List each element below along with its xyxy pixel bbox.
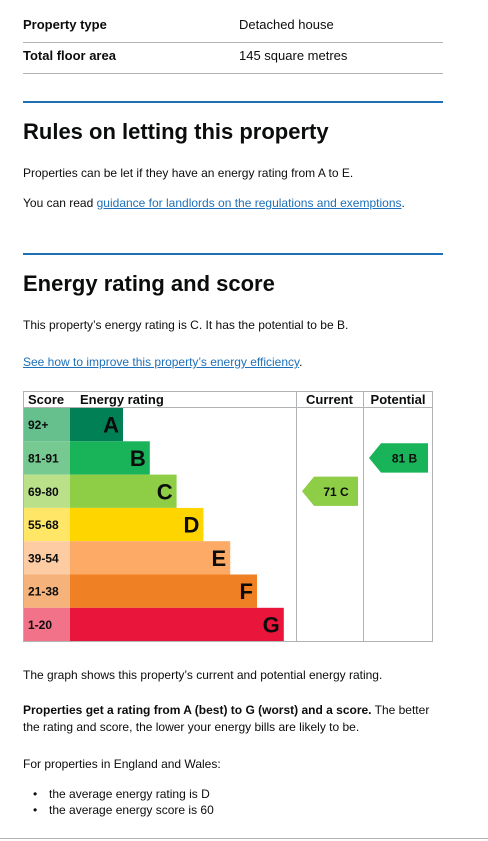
improve-suffix: . [299, 355, 303, 369]
band-range-bg [23, 408, 70, 442]
footer-divider [0, 838, 488, 839]
band-letter: E [212, 546, 227, 571]
potential-rating-label: 81 B [392, 451, 418, 465]
band-range-bg [23, 541, 70, 575]
letting-guidance-para: You can read guidance for landlords on t… [23, 195, 443, 212]
guidance-prefix: You can read [23, 196, 97, 210]
average-list: the average energy rating is D the avera… [23, 786, 214, 818]
guidance-suffix: . [401, 196, 405, 210]
rating-explanation: Properties get a rating from A (best) to… [23, 702, 443, 736]
band-bar-a [70, 408, 123, 442]
band-letter: C [157, 479, 173, 504]
header-score: Score [28, 392, 64, 407]
england-wales-para: For properties in England and Wales: [23, 757, 221, 771]
improve-para: See how to improve this property’s energ… [23, 354, 443, 371]
letting-para: Properties can be let if they have an en… [23, 166, 354, 180]
band-range-label: 55-68 [28, 518, 59, 532]
summary-row-floor-area: Total floor area 145 square metres [23, 42, 443, 74]
letting-heading: Rules on letting this property [23, 119, 329, 144]
rating-explanation-bold: Properties get a rating from A (best) to… [23, 703, 372, 717]
band-range-label: 21-38 [28, 585, 59, 599]
band-range-bg [23, 474, 70, 508]
summary-label: Total floor area [23, 48, 116, 63]
band-range-label: 39-54 [28, 551, 59, 565]
band-range-bg [23, 507, 70, 542]
band-bar-c [70, 474, 177, 508]
band-range-bg [23, 574, 70, 608]
band-range-label: 81-91 [28, 451, 59, 465]
band-range-label: 69-80 [28, 485, 59, 499]
guidance-link[interactable]: guidance for landlords on the regulation… [96, 196, 402, 210]
band-letter: B [130, 446, 146, 471]
current-rating-arrow [302, 476, 358, 506]
section-divider [23, 101, 443, 103]
energy-heading: Energy rating and score [23, 271, 275, 296]
summary-row-property-type: Property type Detached house [23, 11, 443, 43]
potential-rating-arrow [369, 443, 428, 473]
summary-value: Detached house [239, 17, 334, 32]
band-range-label: 92+ [28, 418, 48, 432]
band-range-bg [23, 607, 70, 642]
band-letter: G [263, 612, 280, 637]
band-bar-e [70, 541, 231, 575]
energy-rating-para: This property’s energy rating is C. It h… [23, 318, 349, 332]
summary-label: Property type [23, 17, 107, 32]
band-range-bg [23, 441, 70, 475]
band-range-label: 1-20 [28, 618, 52, 632]
band-letter: A [103, 413, 119, 438]
section-divider [23, 253, 443, 255]
band-bar-g [70, 607, 284, 642]
improve-link[interactable]: See how to improve this property’s energ… [23, 355, 300, 369]
header-current: Current [306, 392, 354, 407]
rating-explanation-rest: The better the rating and score, the low… [23, 703, 430, 734]
band-bar-f [70, 574, 257, 608]
band-bar-d [70, 507, 204, 542]
graph-note: The graph shows this property’s current … [23, 668, 383, 682]
header-energy-rating: Energy rating [80, 392, 164, 407]
summary-value: 145 square metres [239, 48, 348, 63]
header-potential: Potential [371, 392, 426, 407]
list-item: the average energy rating is D [23, 786, 214, 802]
energy-rating-chart: Score Energy rating Current Potential 92+ A 81… [23, 391, 433, 642]
band-letter: D [184, 513, 200, 538]
band-letter: F [240, 579, 253, 604]
current-rating-label: 71 C [323, 485, 349, 499]
band-bar-b [70, 441, 150, 475]
list-item: the average energy score is 60 [23, 802, 214, 818]
